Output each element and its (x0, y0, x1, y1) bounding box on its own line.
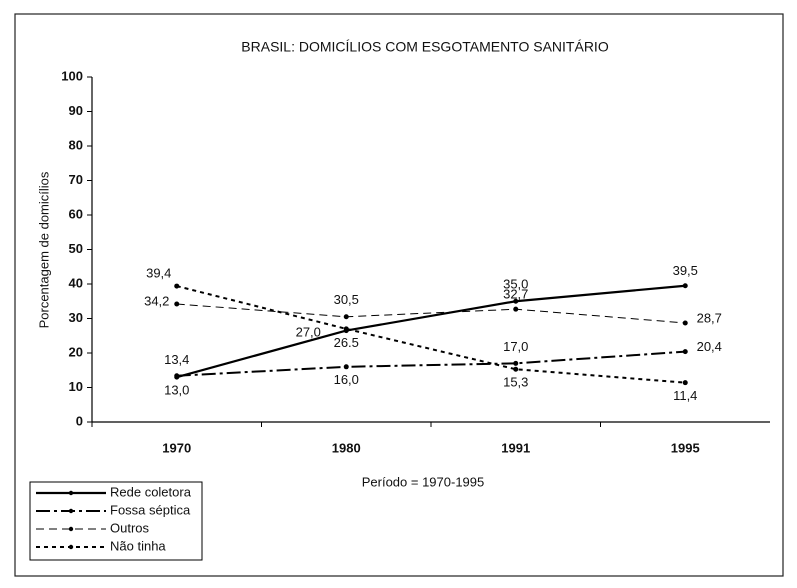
x-axis-title: Período = 1970-1995 (362, 474, 485, 489)
y-tick-label: 100 (61, 68, 83, 83)
point (343, 326, 349, 332)
series-line (176, 350, 686, 377)
point (682, 380, 688, 386)
legend-marker (68, 508, 74, 514)
frame (14, 13, 784, 577)
data-label: 15,3 (503, 375, 528, 390)
y-tick-label: 60 (69, 206, 83, 221)
point (513, 298, 519, 304)
data-label: 34,2 (144, 293, 169, 308)
data-label: 39,4 (146, 266, 171, 281)
point (174, 301, 180, 307)
point (174, 283, 180, 289)
legend-marker (68, 544, 74, 550)
legend-label: Fossa séptica (110, 502, 191, 517)
data-label: 13,0 (164, 383, 189, 398)
point (682, 320, 688, 326)
data-label: 35,0 (503, 277, 528, 292)
data-label: 28,7 (697, 310, 722, 325)
point (513, 360, 519, 366)
data-label: 13,4 (164, 352, 189, 367)
data-label: 16,0 (334, 372, 359, 387)
data-label: 26.5 (334, 335, 359, 350)
y-tick-label: 90 (69, 103, 83, 118)
point (682, 283, 688, 289)
data-label: 32,7 (503, 287, 528, 302)
y-tick-label: 80 (69, 137, 83, 152)
x-tick-label: 1991 (501, 440, 530, 455)
y-tick-label: 0 (76, 413, 83, 428)
data-label: 11,4 (673, 388, 697, 403)
data-label: 17,0 (503, 339, 528, 354)
y-tick-label: 10 (69, 379, 83, 394)
point (343, 364, 349, 370)
point (513, 306, 519, 312)
y-axis-title: Porcentagem de domicílios (36, 171, 51, 328)
y-tick-label: 30 (69, 310, 83, 325)
y-tick-label: 20 (69, 344, 83, 359)
legend-marker (68, 526, 74, 532)
x-tick-label: 1970 (162, 440, 191, 455)
series-line (176, 285, 686, 384)
y-tick-label: 50 (69, 241, 83, 256)
point (343, 314, 349, 320)
y-tick-label: 70 (69, 172, 83, 187)
x-tick-label: 1980 (332, 440, 361, 455)
point (174, 373, 180, 379)
legend-label: Não tinha (110, 538, 166, 553)
data-label: 20,4 (697, 339, 722, 354)
data-label: 30,5 (334, 292, 359, 307)
x-tick-label: 1995 (671, 440, 700, 455)
point (513, 366, 519, 372)
series-line (176, 303, 686, 324)
y-tick-label: 40 (69, 275, 83, 290)
point (682, 349, 688, 355)
chart-title: BRASIL: DOMICÍLIOS COM ESGOTAMENTO SANIT… (241, 39, 609, 55)
legend-marker (68, 490, 74, 496)
legend-box (29, 481, 203, 561)
data-label: 39,5 (673, 263, 698, 278)
series-line (176, 284, 686, 379)
legend-label: Rede coletora (110, 484, 192, 499)
legend-label: Outros (110, 520, 150, 535)
data-label: 27,0 (296, 324, 321, 339)
